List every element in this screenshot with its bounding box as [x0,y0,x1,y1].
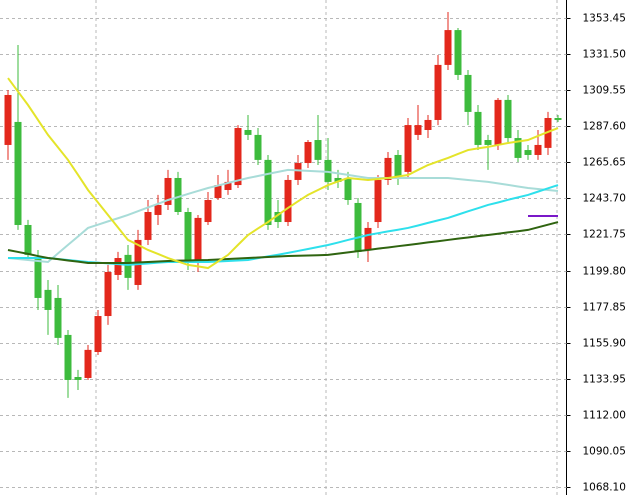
candle-body [144,212,152,240]
moving-average-line [7,168,559,263]
y-tick-label: 1177.85 [583,302,626,314]
candle-body [294,163,302,180]
candle-body [414,125,422,135]
candle-body [104,271,112,317]
candle-body [14,121,22,225]
candle-body [374,179,382,223]
candle-body [364,227,372,250]
y-tick-label: 1068.10 [583,482,626,494]
candle-body [124,254,132,278]
candle-body [504,99,512,139]
candle-body [164,177,172,205]
candle-body [334,177,342,182]
candle-body [254,134,262,160]
y-tick-label: 1221.75 [583,229,626,241]
candle-body [194,217,202,260]
moving-average-line [7,221,559,264]
y-tick-label: 1243.70 [583,193,626,205]
candle-body [84,349,92,378]
y-tick-label: 1090.05 [583,446,626,458]
candle-body [384,157,392,180]
candle-body [534,144,542,155]
candle-body [74,377,82,380]
candle-body [454,30,462,75]
y-tick-label: 1112.00 [583,410,626,422]
candle-body [304,141,312,164]
candle-body [64,334,72,380]
candle-body [474,111,482,145]
candle-body [494,99,502,145]
y-tick-label: 1155.90 [583,338,626,350]
candle-body [394,154,402,178]
y-tick-label: 1353.45 [583,13,626,25]
candle-body [184,212,192,262]
candle-body [514,138,522,158]
candle-body [234,128,242,186]
y-tick-label: 1265.65 [583,157,626,169]
y-tick-label: 1309.55 [583,85,626,97]
moving-average-line [7,77,559,270]
candle-body [44,289,52,310]
candle-body [204,200,212,223]
candle-body [4,94,12,145]
candle-body [554,117,562,120]
y-tick-label: 1331.50 [583,49,626,61]
candle-body [484,140,492,145]
candle-body [154,204,162,215]
candle-body [424,119,432,130]
candle-body [524,150,532,155]
candle-body [354,202,362,252]
candle-body [54,297,62,338]
candle-body [464,74,472,112]
y-tick-label: 1199.80 [583,266,626,278]
candle-body [214,185,222,199]
candle-body [24,224,32,255]
candle-body [174,177,182,213]
candle-body [444,30,452,65]
candle-body [34,258,42,298]
candle-body [94,316,102,353]
candle-body [284,179,292,223]
y-tick-label: 1133.95 [583,374,626,386]
candle-body [434,64,442,120]
candle-body [264,159,272,225]
candle-body [114,258,122,275]
y-tick-label: 1287.60 [583,121,626,133]
candle-body [314,140,322,160]
candle-body [224,181,232,190]
candle-body [274,212,282,223]
candle-body [344,177,352,201]
candle-body [404,125,412,172]
candle-body [244,129,252,135]
